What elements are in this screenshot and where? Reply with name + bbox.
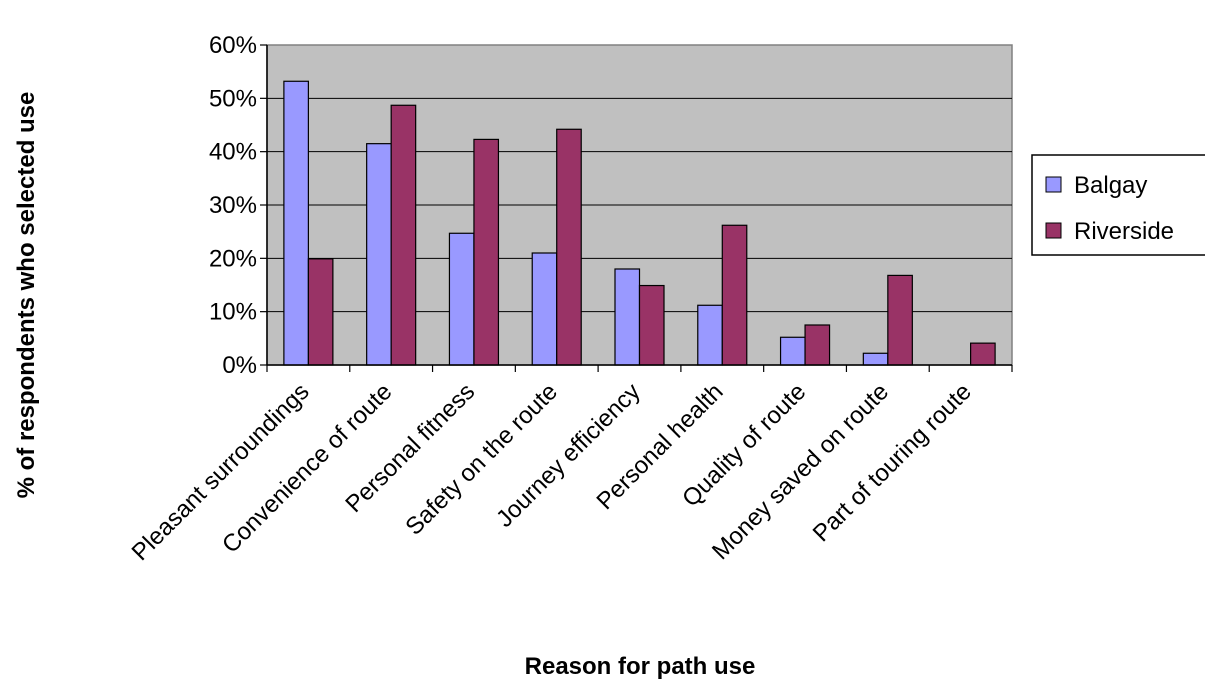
bar-riverside-3 bbox=[473, 138, 500, 366]
bar-riverside-1 bbox=[307, 258, 334, 366]
bar-balgay-8 bbox=[862, 352, 889, 366]
bar-balgay-3 bbox=[448, 232, 475, 366]
legend-swatch-balgay bbox=[1045, 176, 1062, 193]
x-tick-label: Part of touring route bbox=[808, 378, 977, 547]
bars bbox=[283, 80, 996, 366]
bar-balgay-1 bbox=[283, 80, 309, 366]
x-tick-label: Safety on the route bbox=[400, 378, 563, 541]
y-tick-label: 30% bbox=[209, 192, 257, 219]
bar-balgay-6 bbox=[697, 304, 723, 366]
axes bbox=[260, 44, 1013, 372]
bar-balgay-4 bbox=[531, 252, 558, 366]
y-tick-labels: 0% 10% 20% 30% 40% 50% 60% bbox=[209, 32, 257, 379]
x-tick-label: Journey efficiency bbox=[491, 378, 646, 533]
legend-swatch-riverside bbox=[1045, 222, 1062, 239]
bar-balgay-7 bbox=[779, 336, 806, 366]
legend-label-riverside: Riverside bbox=[1074, 218, 1174, 245]
y-tick-label: 50% bbox=[209, 85, 257, 112]
bar-riverside-8 bbox=[887, 274, 913, 366]
bar-riverside-7 bbox=[804, 324, 831, 366]
bar-riverside-2 bbox=[390, 104, 417, 366]
bar-balgay-2 bbox=[366, 143, 392, 366]
legend-label-balgay: Balgay bbox=[1074, 172, 1147, 199]
y-tick-label: 40% bbox=[209, 139, 257, 166]
y-tick-label: 20% bbox=[209, 245, 257, 272]
bar-riverside-5 bbox=[638, 284, 665, 366]
legend: Balgay Riverside bbox=[1031, 154, 1205, 256]
y-axis-title: % of respondents who selected use bbox=[13, 92, 40, 499]
y-tick-label: 60% bbox=[209, 32, 257, 59]
bar-balgay-5 bbox=[614, 268, 641, 366]
y-tick-label: 10% bbox=[209, 299, 257, 326]
bar-riverside-9 bbox=[970, 342, 996, 366]
bar-riverside-4 bbox=[556, 128, 582, 366]
x-axis-title: Reason for path use bbox=[525, 653, 756, 680]
y-tick-label: 0% bbox=[222, 352, 257, 379]
bar-riverside-6 bbox=[721, 224, 748, 366]
